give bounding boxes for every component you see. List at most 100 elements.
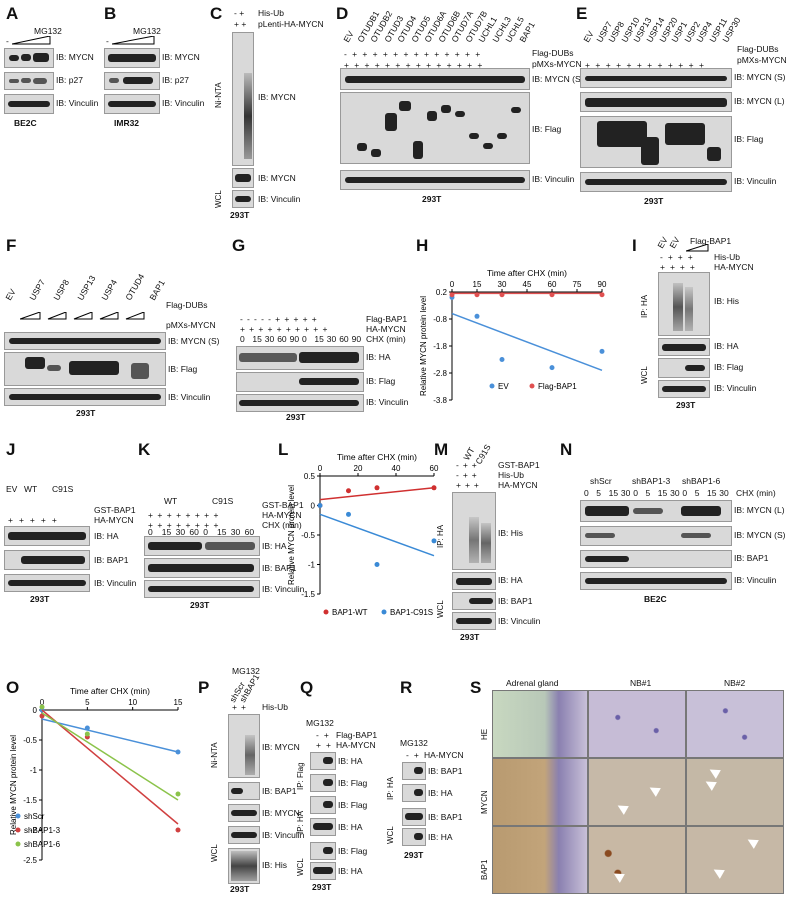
data-point — [39, 704, 45, 710]
cell-line: 293T — [644, 196, 664, 206]
x-tick-label: 5 — [85, 698, 90, 707]
blot-vinculin — [228, 826, 260, 844]
plus-row: ++++++++++ — [240, 324, 332, 334]
row-label: IB: MYCN — [262, 742, 300, 752]
blot-flag — [4, 352, 166, 386]
y-axis-label: Relative MYCN protein level — [419, 296, 428, 396]
trend-line — [319, 487, 435, 501]
y-tick-label: -0.5 — [301, 531, 315, 540]
legend-label: shBAP1-3 — [24, 826, 61, 835]
ip-ha-label: IP: HA — [296, 810, 305, 834]
y-tick-label: 0.2 — [436, 288, 448, 297]
lane-label: USP8 — [51, 277, 72, 302]
group-label: shBAP1-3 — [632, 476, 671, 486]
data-point — [84, 725, 90, 731]
ihc-bap1-adrenal — [492, 826, 588, 894]
row-label: IB: Flag — [168, 364, 198, 374]
blot-mycn-s — [580, 68, 732, 88]
ihc-he-nb2 — [686, 690, 784, 758]
ihc-bap1-nb2 — [686, 826, 784, 894]
row-label: IB: Vinculin — [532, 174, 575, 184]
y-tick-label: -3.8 — [433, 396, 447, 405]
row-label: IB: Vinculin — [56, 98, 99, 108]
flag-bap1-label: Flag-BAP1 — [690, 236, 732, 246]
time-label: 0 — [682, 488, 688, 498]
row-label: BAP1 — [480, 859, 489, 880]
ha-mycn-label: HA-MYCN — [366, 324, 406, 334]
row-label: IB: Vinculin — [734, 176, 777, 186]
blot-mycn-l — [580, 92, 732, 112]
blot-ip-his — [658, 272, 710, 336]
chx-label: CHX (min) — [262, 520, 302, 530]
row-label: IB: Flag — [532, 124, 562, 134]
panel-label-d: D — [336, 4, 349, 23]
x-tick-label: 0 — [40, 698, 45, 707]
blot-ha — [144, 536, 260, 556]
y-tick-label: -2 — [30, 826, 38, 835]
blot-bap1 — [452, 592, 496, 610]
panel-label-j: J — [6, 440, 16, 459]
data-point — [499, 357, 505, 362]
group-label: shScr — [590, 476, 612, 486]
ha-mycn-label: HA-MYCN — [714, 262, 754, 272]
plus-row: +++++ — [8, 515, 63, 525]
plus-row: -+ — [316, 730, 334, 740]
cell-line: 293T — [76, 408, 96, 418]
x-tick-label: 0 — [450, 280, 455, 289]
blot-bap1 — [402, 762, 426, 780]
y-tick-label: 0 — [33, 706, 38, 715]
chart-h: 0 15 30 45 60 75 90 0.2 -0.8 -1.8 -2.8 -3.8 Time aft… — [419, 268, 607, 405]
row-label: IB: BAP1 — [734, 553, 769, 563]
panel-label-k: K — [138, 440, 151, 459]
time-label: 0 — [302, 334, 307, 344]
row-label: IB: HA — [428, 788, 453, 798]
lane-label: EV — [3, 287, 18, 302]
ip-flag-label: IP: Flag — [296, 762, 305, 790]
wcl-label: WCL — [296, 858, 305, 876]
his-ub-label: His-Ub — [498, 470, 524, 480]
pmxs-label: pMXs-MYCN — [532, 59, 582, 69]
y-tick-label: -1 — [308, 561, 316, 570]
legend-marker — [15, 827, 21, 833]
y-tick-label: -2.5 — [23, 856, 37, 865]
wcl-label: WCL — [210, 844, 219, 862]
time-label: 5 — [694, 488, 700, 498]
row-label: IB: BAP1 — [262, 563, 297, 573]
blot-flag — [340, 92, 530, 164]
row-label: IB: Vinculin — [366, 397, 409, 407]
plus-row: ++++ — [660, 262, 700, 272]
x-axis-label: Time after CHX (min) — [70, 686, 150, 696]
row-label: IB: MYCN (S) — [532, 74, 584, 84]
blot-p27 — [4, 72, 54, 90]
trend-line — [319, 513, 435, 557]
signs: - + — [234, 8, 245, 18]
time-label: 30 — [326, 334, 337, 344]
wcl-label: WCL — [640, 366, 649, 384]
legend-label: EV — [498, 382, 509, 391]
cell-line: IMR32 — [114, 118, 140, 128]
ihc-he-adrenal — [492, 690, 588, 758]
ihc-mycn-adrenal — [492, 758, 588, 826]
data-point — [449, 292, 455, 298]
group-label: WT — [164, 496, 178, 506]
chx-label: CHX (min) — [736, 488, 776, 498]
row-label: IB: MYCN — [258, 92, 296, 102]
blot-ha — [402, 828, 426, 846]
plus-row: ++++++++ — [148, 520, 223, 530]
data-point — [39, 713, 45, 719]
plus-row: ++++++++++++++ — [344, 60, 488, 70]
row-label: IB: HA — [338, 756, 363, 766]
time-label: 15 — [608, 488, 619, 498]
legend-marker — [529, 383, 535, 389]
lane-label: USP13 — [75, 273, 98, 302]
row-label: IB: MYCN (S) — [734, 530, 786, 540]
panel-label-m: M — [434, 440, 449, 459]
data-point — [175, 749, 181, 755]
lane-label: EV — [581, 29, 596, 44]
time-label: 60 — [339, 334, 349, 344]
legend-marker — [15, 841, 21, 847]
cell-line: BE2C — [644, 594, 667, 604]
x-tick-label: 10 — [128, 698, 137, 707]
cell-line: 293T — [286, 412, 306, 422]
